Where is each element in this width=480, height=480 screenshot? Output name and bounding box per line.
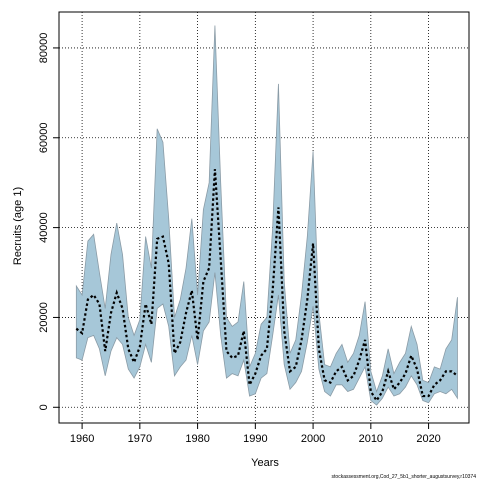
y-tick-label: 0	[38, 404, 50, 410]
y-tick-label: 40000	[38, 212, 50, 243]
y-tick-label: 60000	[38, 122, 50, 153]
x-tick-label: 2010	[359, 433, 383, 445]
x-tick-label: 2020	[416, 433, 440, 445]
y-axis-title: Recruits (age 1)	[12, 187, 24, 265]
plot-frame	[58, 11, 470, 424]
x-tick-label: 1990	[243, 433, 267, 445]
y-tick-label: 80000	[38, 33, 50, 64]
estimate-line	[75, 169, 459, 403]
x-axis-title: Years	[251, 457, 279, 469]
axes: 1960 1970 1980 1990 2000 2010 2020 0 20000 40000 6…	[38, 33, 441, 445]
source-note: stockassessment.org,Cod_27_5b1_shorter_a…	[332, 474, 477, 480]
confidence-band	[75, 25, 458, 406]
y-tick-label: 20000	[38, 302, 50, 333]
x-tick-label: 2000	[301, 433, 325, 445]
x-tick-label: 1980	[185, 433, 209, 445]
x-tick-label: 1960	[70, 433, 94, 445]
x-tick-label: 1970	[128, 433, 152, 445]
